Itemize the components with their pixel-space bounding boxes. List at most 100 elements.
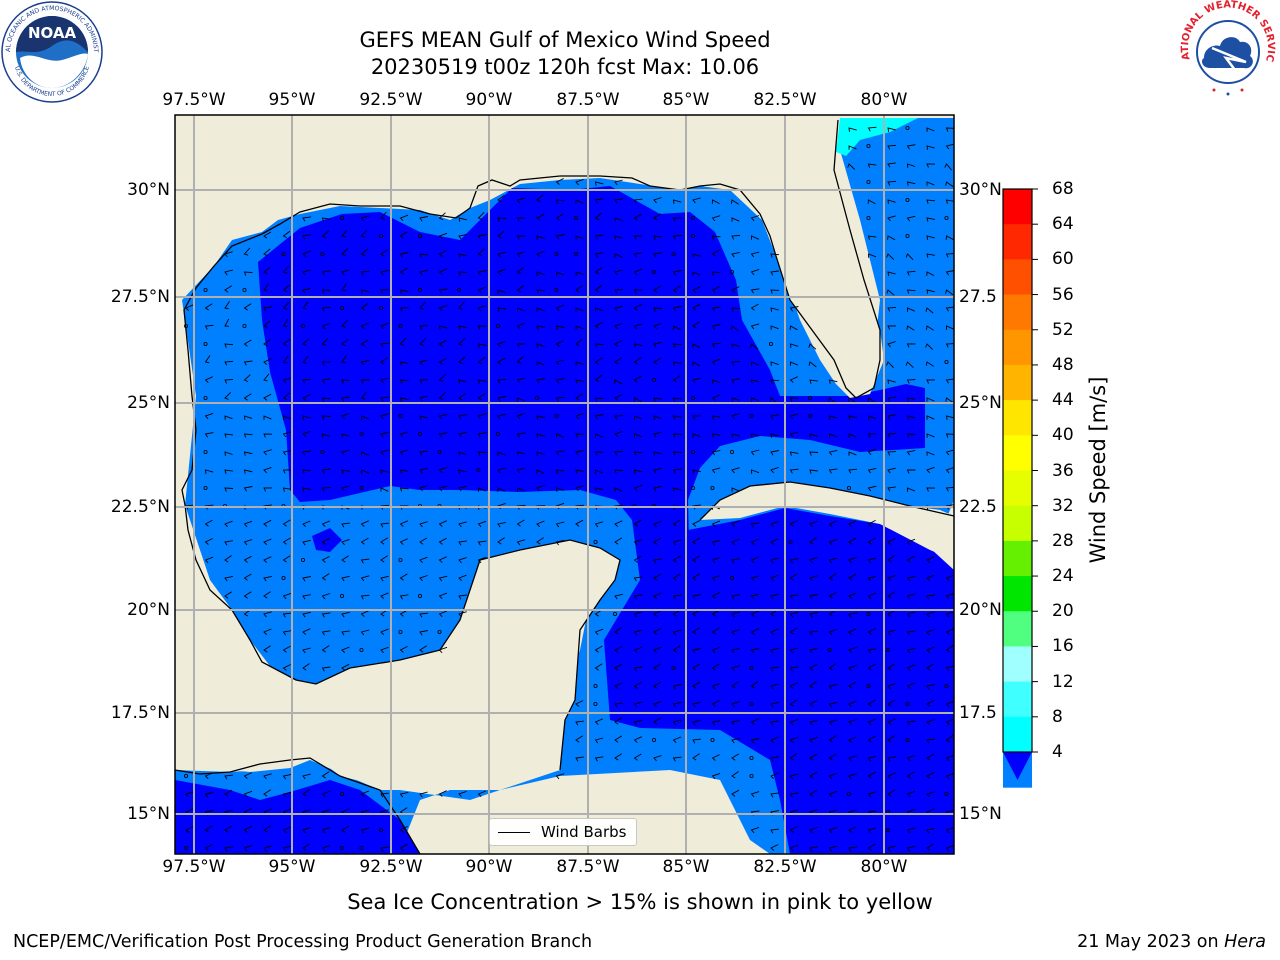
wind-barb: [711, 592, 720, 599]
wind-barb: [731, 789, 740, 797]
wind-calm-marker: [652, 738, 657, 743]
wind-barb: [945, 181, 954, 187]
wind-barbs-legend: Wind Barbs: [489, 818, 637, 846]
wind-barb: [887, 127, 896, 132]
footer-date-text: 21 May 2023 on: [1077, 932, 1225, 952]
wind-barb: [633, 753, 642, 761]
wind-barb: [653, 573, 662, 581]
nws-logo: NATIONAL WEATHER SERVICE: [1176, 0, 1277, 101]
wind-barb: [692, 753, 700, 761]
wind-barb: [380, 377, 389, 384]
wind-barb: [361, 415, 370, 420]
wind-barb: [809, 846, 818, 852]
wind-barb: [614, 593, 623, 600]
wind-calm-marker: [808, 413, 813, 418]
wind-barb: [243, 539, 253, 546]
wind-barb: [887, 735, 895, 743]
wind-barb: [224, 825, 233, 833]
wind-barb: [419, 325, 429, 330]
colorbar-label: Wind Speed [m/s]: [1086, 376, 1110, 564]
wind-barb: [497, 537, 505, 545]
wind-barb: [828, 557, 838, 564]
wind-barb: [926, 556, 935, 563]
wind-barb: [945, 827, 955, 834]
wind-barb: [945, 592, 955, 600]
wind-barb: [926, 253, 935, 258]
wind-calm-marker: [886, 828, 891, 833]
wind-barb: [614, 682, 623, 689]
wind-barb: [263, 845, 272, 852]
colorbar-tick-label: 60: [1052, 249, 1074, 270]
wind-barb: [497, 487, 506, 492]
wind-barb: [497, 268, 506, 276]
wind-barb: [731, 665, 740, 672]
wind-barb: [867, 843, 876, 851]
wind-barb: [243, 393, 252, 401]
wind-barb: [458, 414, 467, 420]
wind-barb: [712, 379, 721, 384]
wind-barb: [926, 289, 935, 294]
wind-barb: [283, 415, 292, 420]
wind-barb: [594, 357, 603, 365]
wind-calm-marker: [866, 684, 871, 689]
map-title: GEFS MEAN Gulf of Mexico Wind Speed: [359, 28, 771, 52]
wind-barb: [224, 343, 234, 348]
wind-barb: [555, 178, 564, 185]
wind-barb: [263, 433, 273, 438]
wind-barb: [399, 469, 409, 474]
wind-barb: [614, 305, 623, 312]
wind-calm-marker: [847, 792, 852, 797]
wind-barb: [633, 357, 642, 365]
wind-barb: [458, 485, 467, 492]
wind-barb: [614, 415, 624, 420]
wind-barb: [458, 540, 467, 546]
wind-barb: [263, 466, 272, 474]
wind-barb: [848, 773, 857, 780]
wind-barb: [477, 432, 487, 438]
wind-barb: [770, 772, 779, 780]
wind-barb: [321, 645, 330, 653]
wind-barb: [848, 468, 858, 474]
wind-barb: [653, 755, 662, 762]
wind-barb: [536, 235, 545, 240]
wind-barb: [575, 485, 584, 492]
wind-barb: [848, 433, 857, 438]
wind-barb: [887, 591, 896, 599]
wind-barb: [887, 772, 896, 780]
wind-barb: [399, 267, 408, 275]
wind-calm-marker: [691, 215, 696, 220]
wind-barb: [243, 451, 253, 456]
wind-barb: [438, 790, 447, 797]
lon-label-top: 97.5°W: [162, 90, 226, 110]
wind-barb: [477, 286, 487, 294]
wind-barb: [633, 343, 643, 348]
wind-barb: [653, 341, 662, 348]
wind-barb: [380, 322, 389, 330]
colorbar-segment: [1003, 681, 1032, 718]
colorbar-tick-label: 28: [1052, 530, 1074, 551]
lon-label-bottom: 82.5°W: [753, 857, 817, 877]
wind-calm-marker: [203, 395, 208, 400]
wind-barb: [282, 339, 291, 347]
wind-barb: [458, 217, 467, 222]
wind-barb: [516, 267, 525, 275]
wind-barb: [399, 645, 408, 653]
wind-barb: [711, 467, 721, 474]
wind-barb: [399, 379, 409, 384]
wind-barb: [653, 663, 661, 671]
wind-barb: [731, 737, 740, 744]
wind-barb: [731, 378, 740, 384]
wind-barb: [321, 378, 331, 384]
wind-barb: [789, 376, 798, 383]
wind-barb: [341, 630, 350, 636]
wind-barb: [438, 537, 447, 545]
wind-calm-marker: [905, 126, 910, 131]
wind-barb: [224, 378, 234, 384]
wind-barb: [633, 646, 643, 654]
wind-barb: [302, 539, 311, 546]
wind-barb: [321, 593, 331, 600]
wind-barb: [945, 397, 954, 403]
wind-barb: [614, 663, 623, 671]
wind-barb: [828, 591, 837, 599]
